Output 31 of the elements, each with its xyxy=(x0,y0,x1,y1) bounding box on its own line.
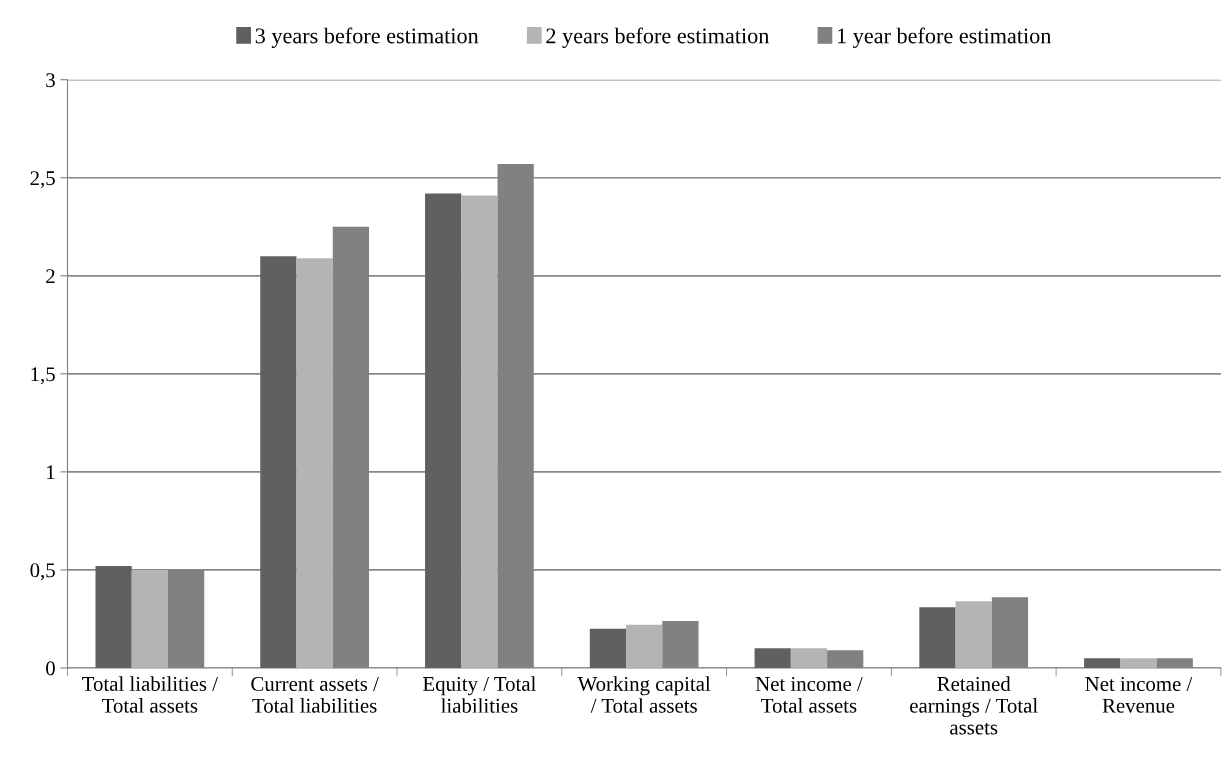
x-tick-label: Equity / Total liabilities xyxy=(423,676,536,713)
x-tick-label: Net income / Total assets xyxy=(755,676,863,713)
bar xyxy=(790,648,828,668)
legend-label: 1 year before estimation xyxy=(838,27,1052,48)
bar xyxy=(461,195,498,668)
bar xyxy=(955,601,992,668)
bar xyxy=(1084,658,1121,668)
bar xyxy=(95,566,132,668)
y-tick-label: 1,5 xyxy=(31,367,55,385)
y-tick-label: 2,5 xyxy=(30,171,55,189)
bar xyxy=(260,256,297,668)
bar xyxy=(919,607,956,668)
bar xyxy=(425,193,462,668)
legend-label: 2 years before estimation xyxy=(546,27,770,48)
bar xyxy=(754,648,791,668)
y-tick-label: 2 xyxy=(46,269,55,284)
bar xyxy=(589,628,627,668)
bar xyxy=(296,258,333,668)
y-tick-label: 0 xyxy=(46,661,55,676)
x-tick-label: Working capital / Total assets xyxy=(577,676,711,713)
x-tick-label: Current assets / Total liabilities xyxy=(251,676,379,713)
x-tick-label: Total liabilities / Total assets xyxy=(82,676,218,713)
y-tick-label: 0,5 xyxy=(30,563,55,581)
bar xyxy=(1120,658,1157,668)
legend-label: 3 years before estimation xyxy=(255,27,479,48)
x-tick-label: Net income / Revenue xyxy=(1085,676,1193,713)
y-tick-label: 1 xyxy=(47,465,55,480)
x-tick-label: Retained earnings / Total assets xyxy=(910,676,1038,735)
y-tick-label: 3 xyxy=(46,73,55,88)
bar xyxy=(626,624,663,668)
bar xyxy=(131,569,168,668)
